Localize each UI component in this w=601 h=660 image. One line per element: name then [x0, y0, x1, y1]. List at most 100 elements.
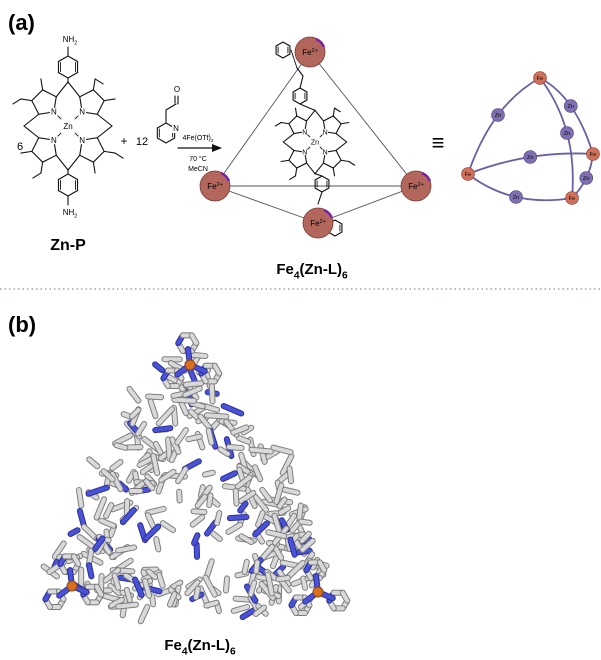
stick	[271, 445, 293, 455]
stick	[280, 454, 294, 476]
stick	[52, 541, 66, 559]
equivalence-sign: ≡	[432, 130, 445, 155]
atom-label: Zn	[63, 122, 72, 131]
stick	[226, 444, 244, 450]
iron-atom	[184, 359, 196, 371]
stick	[227, 514, 249, 521]
stick	[170, 580, 183, 590]
stick	[256, 510, 265, 527]
text-segment: 2	[74, 213, 77, 219]
bond	[299, 103, 316, 111]
arene-ring	[275, 41, 291, 59]
stick	[209, 383, 215, 404]
stick	[138, 604, 150, 624]
stick	[204, 600, 219, 608]
stick	[212, 363, 222, 376]
stick	[248, 580, 257, 597]
stick	[94, 584, 104, 597]
stick	[87, 563, 94, 579]
pyrrole-ring	[288, 115, 308, 135]
compound-name: Fe4(Zn-L)6	[276, 261, 348, 282]
pyrrole-ring	[322, 149, 342, 169]
stick	[239, 490, 256, 504]
bond	[96, 125, 113, 139]
atom-label: N	[323, 129, 328, 136]
stick	[93, 536, 105, 551]
stick	[77, 535, 94, 548]
text-segment: Fe	[207, 182, 217, 191]
stick	[253, 521, 269, 537]
stick	[114, 443, 128, 450]
stick	[282, 487, 300, 495]
arene-ring	[57, 173, 79, 197]
node-label: Zn	[495, 113, 501, 119]
bond	[294, 167, 298, 177]
stick	[145, 513, 156, 529]
bond	[305, 109, 316, 122]
atom-mask	[301, 149, 308, 156]
stick	[240, 607, 257, 620]
stick	[71, 554, 81, 567]
text-segment: 2+	[320, 219, 326, 225]
stick	[272, 545, 284, 560]
bond	[92, 161, 96, 174]
text-segment: 2+	[217, 182, 223, 188]
condition: 70 °C	[189, 155, 207, 163]
stick	[109, 597, 124, 608]
bond	[94, 78, 104, 85]
stick	[176, 467, 188, 484]
stick	[188, 409, 201, 421]
stick	[278, 472, 290, 483]
stick	[235, 475, 252, 489]
iron-node	[461, 167, 475, 181]
stick	[120, 508, 136, 525]
stick	[146, 394, 164, 400]
bond	[294, 107, 298, 117]
stick	[287, 466, 293, 484]
atom-label: Fe2+	[408, 182, 424, 191]
stick	[136, 422, 147, 436]
iron-node	[533, 71, 547, 85]
atom-label: Fe2+	[310, 219, 326, 228]
stick	[198, 414, 213, 432]
bond	[20, 98, 33, 102]
bond	[96, 113, 113, 127]
bond	[92, 78, 96, 91]
node-label: Zn	[583, 176, 589, 182]
bond	[67, 154, 81, 171]
bond	[317, 191, 323, 205]
stick	[144, 524, 161, 541]
zinc-node	[563, 99, 578, 113]
stick	[172, 397, 196, 403]
stick	[238, 501, 248, 513]
stick	[301, 576, 308, 590]
zinc-node	[560, 126, 574, 140]
stick	[186, 434, 202, 442]
text-segment: 6	[230, 647, 236, 658]
stick	[279, 579, 291, 593]
stick	[204, 559, 214, 580]
atom-mask	[78, 107, 87, 116]
stick	[148, 399, 158, 419]
stick	[129, 407, 141, 419]
bond	[67, 81, 81, 98]
stick	[127, 387, 141, 403]
iron-highlight	[315, 37, 326, 48]
stick	[166, 437, 172, 461]
atom-mask	[301, 128, 308, 135]
stick	[202, 470, 215, 477]
stick	[242, 559, 249, 575]
stick	[170, 437, 181, 454]
stick	[286, 560, 305, 579]
stick	[340, 590, 350, 603]
stick	[116, 545, 137, 553]
stick	[101, 469, 115, 482]
node-label: Zn	[527, 155, 533, 161]
atom-label: N	[302, 150, 307, 157]
atom-mask	[322, 128, 329, 135]
iron-atom	[312, 586, 324, 598]
bond	[103, 98, 116, 102]
stick	[198, 485, 205, 498]
text-segment: Fe	[302, 48, 312, 57]
cage-edge	[317, 185, 417, 224]
